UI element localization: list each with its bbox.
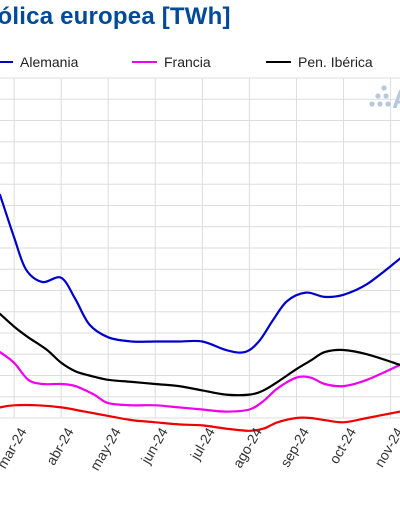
x-tick-label: ago-24	[229, 425, 265, 471]
x-tick-label: oct-24	[326, 425, 359, 467]
chart-series	[0, 193, 400, 432]
grid-lines	[0, 77, 400, 419]
logo-dot	[385, 101, 391, 107]
x-axis-ticks: mar-24 abr-24 may-24 jun-24 jul-24 ago-24 sep-…	[0, 425, 400, 474]
logo-text: A	[392, 84, 400, 114]
x-tick-label: nov-24	[371, 425, 400, 470]
x-tick-label: jun-24	[137, 425, 171, 468]
chart-legend: Alemania Francia Pen. Ibérica	[0, 50, 400, 74]
legend-item-pen-iberica[interactable]: Pen. Ibérica	[266, 50, 373, 74]
brand-logo: A	[369, 84, 400, 114]
legend-item-francia[interactable]: Francia	[132, 50, 211, 74]
series-line-alemania	[0, 193, 400, 354]
x-tick-label: sep-24	[277, 425, 312, 470]
legend-label-francia: Francia	[164, 54, 211, 70]
x-tick-label: may-24	[87, 425, 124, 474]
x-tick-label: abr-24	[43, 425, 77, 468]
logo-dot	[383, 93, 389, 99]
logo-dot	[381, 85, 387, 91]
legend-label-pen-iberica: Pen. Ibérica	[298, 54, 373, 70]
series-line-francia	[0, 351, 400, 413]
logo-dot	[375, 93, 381, 99]
series-line-espana	[0, 403, 400, 432]
legend-label-alemania: Alemania	[20, 54, 79, 70]
chart-title: eólica europea [TWh]	[0, 3, 231, 30]
legend-swatch-pen-iberica	[266, 61, 291, 63]
x-tick-label: jul-24	[186, 425, 218, 464]
logo-dot	[377, 101, 383, 107]
logo-dot	[369, 101, 375, 107]
legend-item-alemania[interactable]: Alemania	[0, 50, 78, 74]
x-tick-label: mar-24	[0, 425, 30, 472]
series-line-pen-iberica	[0, 312, 400, 397]
legend-swatch-alemania	[0, 61, 13, 63]
legend-swatch-francia	[132, 61, 157, 63]
